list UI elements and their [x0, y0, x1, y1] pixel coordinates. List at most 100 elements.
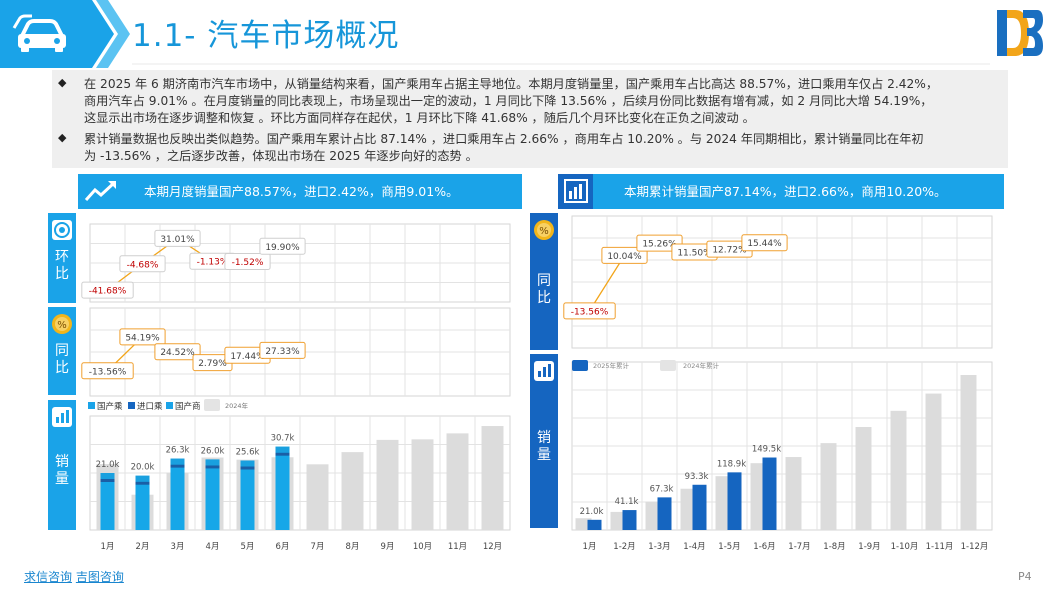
- bar-2024: [236, 459, 259, 530]
- cum-bar-2024: [750, 463, 767, 530]
- cum-bar-2025: [762, 457, 777, 530]
- mom-data-label: -1.52%: [232, 258, 264, 268]
- x-tick-label: 1-2月: [613, 542, 635, 552]
- logo-icon: [997, 10, 1043, 56]
- x-tick-label: 1-8月: [823, 542, 845, 552]
- cum-bar-data-label: 21.0k: [580, 507, 604, 517]
- x-tick-label: 1-7月: [788, 542, 810, 552]
- brand-link-2[interactable]: 吉图咨询: [75, 570, 124, 584]
- paragraph-line: 商用汽车占 9.01% 。在月度销量的同比表现上，市场呈现出一定的波动，1 月同…: [84, 94, 933, 108]
- monthly-banner-text: 本期月度销量国产88.57%，进口2.42%，商用9.01%。: [144, 184, 459, 199]
- mom-data-label: -4.68%: [127, 260, 159, 270]
- x-tick-label: 1-5月: [718, 542, 740, 552]
- cumulative-banner: 本期累计销量国产87.14%，进口2.66%，商用10.20%。: [558, 174, 1004, 209]
- yoy-data-label-box: [192, 354, 233, 372]
- yoy-data-label: 2.79%: [198, 359, 227, 369]
- x-tick-label: 7月: [311, 542, 325, 552]
- svg-text:%: %: [539, 226, 549, 237]
- cumulative-banner-text: 本期累计销量国产87.14%，进口2.66%，商用10.20%。: [624, 184, 947, 199]
- cum-sales-chart-grid: [571, 361, 993, 531]
- bar-2025-import-segment: [135, 481, 150, 485]
- paragraph-1: 在 2025 年 6 期济南市汽车市场中，从销量结构来看，国产乘用车占据主导地位…: [84, 76, 938, 127]
- cum-bar-2024: [960, 374, 977, 530]
- svg-text:%: %: [57, 320, 67, 331]
- mom-data-label: -1.13%: [197, 258, 229, 268]
- mom-line: [107, 237, 283, 291]
- mom-data-label-box: [189, 252, 236, 270]
- page-number: P4: [1018, 570, 1032, 583]
- side-tab-sales: 销量: [48, 400, 76, 530]
- trend-icon: [84, 181, 116, 202]
- mom-chart-grid: [89, 223, 511, 303]
- cum-bar-2024: [575, 518, 592, 530]
- yoy-data-label-box: [119, 328, 166, 346]
- mom-data-label-box: [259, 237, 306, 255]
- cum-bar-2025: [692, 484, 707, 530]
- bar-2025-commercial-segment: [100, 473, 115, 479]
- bar-2025: [100, 473, 115, 530]
- cum-yoy-data-label-box: [706, 240, 753, 258]
- x-tick-label: 5月: [241, 542, 255, 552]
- grid-frame: [89, 415, 511, 531]
- mom-data-label-box: [154, 229, 201, 247]
- summary-text-block: ◆ 在 2025 年 6 期济南市汽车市场中，从销量结构来看，国产乘用车占据主导…: [52, 70, 1008, 168]
- yoy-data-label: 17.44%: [230, 352, 265, 362]
- yoy-data-label-box: [81, 362, 134, 380]
- legend-label: 2024年累计: [683, 361, 720, 370]
- side-label-cum-yoy: 同比: [537, 273, 551, 306]
- cum-bar-data-label: 41.1k: [615, 497, 639, 507]
- bar-icon: [534, 361, 554, 381]
- x-tick-label: 4月: [206, 542, 220, 552]
- bar-2024: [96, 464, 119, 530]
- x-tick-label: 9月: [381, 542, 395, 552]
- mom-data-label-box: [119, 255, 166, 273]
- side-label-yoy: 同比: [55, 343, 69, 376]
- bar-2024: [376, 439, 399, 530]
- yoy-data-label-box: [259, 341, 306, 359]
- side-label-mom: 环比: [55, 249, 69, 282]
- legend-swatch: [572, 360, 588, 371]
- sales-chart-grid: [89, 415, 511, 531]
- legend-label: 2025年累计: [593, 361, 630, 370]
- bar-2025-import-segment: [240, 466, 255, 470]
- cum-yoy-data-label: 10.04%: [607, 252, 642, 262]
- bar-data-label: 21.0k: [96, 460, 120, 470]
- bar-2025-commercial-segment: [240, 460, 255, 467]
- legend-label: 2024年: [225, 401, 249, 410]
- x-tick-label: 1-3月: [648, 542, 670, 552]
- bar-2025: [170, 458, 185, 530]
- cum-yoy-data-label-box: [741, 234, 788, 252]
- x-tick-label: 6月: [276, 542, 290, 552]
- bar-data-label: 26.0k: [201, 446, 225, 456]
- footer-brand[interactable]: 求信咨询 吉图咨询: [24, 568, 124, 585]
- bullet-icon: ◆: [58, 131, 67, 144]
- bar-2025-commercial-segment: [170, 458, 185, 465]
- cum-yoy-data-label-box: [563, 302, 616, 320]
- header: 1.1- 汽车市场概况: [0, 0, 1053, 68]
- cum-bar-2024: [890, 410, 907, 530]
- cum-yoy-data-label-box: [671, 243, 718, 261]
- legend-swatch: [166, 402, 173, 409]
- monthly-banner: 本期月度销量国产88.57%，进口2.42%，商用9.01%。: [78, 174, 522, 209]
- yoy-data-label: 24.52%: [160, 348, 195, 358]
- cum-bar-data-label: 149.5k: [752, 445, 781, 455]
- cum-bar-2025: [727, 472, 742, 530]
- cum-yoy-data-label: -13.56%: [571, 307, 609, 317]
- paragraph-line: 累计销量数据也反映出类似趋势。国产乘用车累计占比 87.14% ，进口乘用车占 …: [84, 132, 924, 146]
- mom-data-label: -41.68%: [89, 287, 127, 297]
- yoy-data-label: 27.33%: [265, 347, 300, 357]
- x-tick-label: 1-10月: [891, 542, 919, 552]
- paragraph-line: 在 2025 年 6 期济南市汽车市场中，从销量结构来看，国产乘用车占据主导地位…: [84, 77, 939, 91]
- bar-2024: [341, 452, 364, 530]
- side-tab-cum-sales: 销量: [530, 354, 558, 528]
- x-tick-label: 2月: [136, 542, 150, 552]
- cum-yoy-data-label: 15.44%: [747, 239, 782, 249]
- cum-yoy-chart-grid: [571, 215, 993, 349]
- bar-2025: [275, 446, 290, 530]
- side-tab-yoy: % 同比: [48, 307, 76, 395]
- bar-2025-commercial-segment: [205, 459, 220, 466]
- brand-link-1[interactable]: 求信咨询: [24, 570, 73, 584]
- paragraph-line: 为 -13.56% ，之后逐步改善，体现出市场在 2025 年逐步向好的态势 。: [84, 149, 478, 163]
- percent-icon: %: [534, 220, 554, 240]
- yoy-chart-grid: [89, 307, 511, 397]
